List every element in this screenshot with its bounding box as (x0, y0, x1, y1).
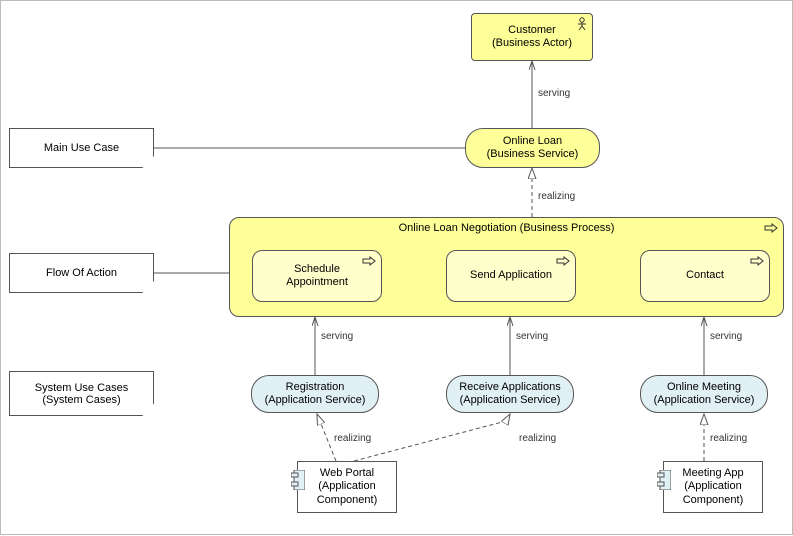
label-text: Main Use Case (44, 142, 119, 154)
label-text: Flow Of Action (46, 267, 117, 279)
onlinemeeting-service: Online Meeting (Application Service) (640, 375, 768, 413)
process-container: Online Loan Negotiation (Business Proces… (229, 217, 784, 317)
edge-label-realizing: realizing (710, 433, 747, 444)
contact-subprocess: Contact (640, 250, 770, 302)
edge-label-serving: serving (321, 331, 353, 342)
edge-label-serving: serving (538, 88, 570, 99)
webportal-line3: Component) (317, 494, 378, 507)
arrow-icon (362, 256, 376, 266)
meetingapp-line1: Meeting App (682, 467, 743, 480)
receiveapps-line2: (Application Service) (460, 394, 561, 407)
onlinemeeting-line1: Online Meeting (667, 381, 741, 394)
process-arrow-icon (764, 223, 778, 233)
webportal-component: Web Portal (Application Component) (297, 461, 397, 513)
label-main-use-case: Main Use Case (9, 128, 154, 168)
label-system-use-cases: System Use Cases (System Cases) (9, 371, 154, 416)
component-icon (657, 470, 671, 490)
label-line2: (System Cases) (35, 394, 129, 406)
schedule-line1: Schedule (294, 263, 340, 276)
sendapp-subprocess: Send Application (446, 250, 576, 302)
customer-actor: Customer (Business Actor) (471, 13, 593, 61)
receiveapps-line1: Receive Applications (459, 381, 561, 394)
schedule-line2: Appointment (286, 276, 348, 289)
contact-line1: Contact (686, 269, 724, 282)
label-line1: System Use Cases (35, 382, 129, 394)
edge-label-serving: serving (710, 331, 742, 342)
label-text-wrap: System Use Cases (System Cases) (35, 382, 129, 406)
label-flow-of-action: Flow Of Action (9, 253, 154, 293)
webportal-line2: (Application (318, 480, 375, 493)
customer-line1: Customer (508, 24, 556, 37)
component-icon (291, 470, 305, 490)
webportal-line1: Web Portal (320, 467, 374, 480)
arrow-icon (556, 256, 570, 266)
meetingapp-line2: (Application (684, 480, 741, 493)
schedule-subprocess: Schedule Appointment (252, 250, 382, 302)
edge-label-realizing: realizing (519, 433, 556, 444)
diagram-canvas: Main Use Case Flow Of Action System Use … (0, 0, 793, 535)
online-loan-service: Online Loan (Business Service) (465, 128, 600, 168)
online-loan-line2: (Business Service) (487, 148, 579, 161)
onlinemeeting-line2: (Application Service) (654, 394, 755, 407)
actor-icon (576, 17, 588, 31)
meetingapp-line3: Component) (683, 494, 744, 507)
arrow-icon (750, 256, 764, 266)
receiveapps-service: Receive Applications (Application Servic… (446, 375, 574, 413)
online-loan-line1: Online Loan (503, 135, 562, 148)
customer-line2: (Business Actor) (492, 37, 572, 50)
edge-label-realizing: realizing (538, 191, 575, 202)
meetingapp-component: Meeting App (Application Component) (663, 461, 763, 513)
process-title: Online Loan Negotiation (Business Proces… (230, 222, 783, 235)
edge-label-serving: serving (516, 331, 548, 342)
sendapp-line1: Send Application (470, 269, 552, 282)
registration-line1: Registration (286, 381, 345, 394)
registration-service: Registration (Application Service) (251, 375, 379, 413)
registration-line2: (Application Service) (265, 394, 366, 407)
edge-label-realizing: realizing (334, 433, 371, 444)
